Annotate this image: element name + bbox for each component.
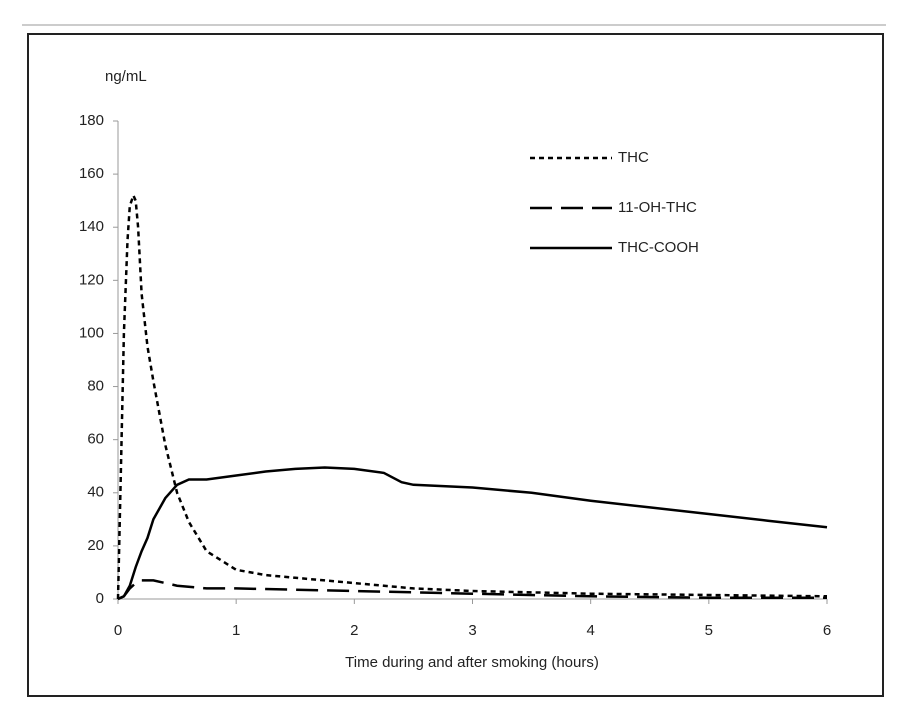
series-line <box>116 191 828 600</box>
y-tick-label: 20 <box>87 537 104 554</box>
y-tick-label: 140 <box>79 218 104 235</box>
y-tick-label: 100 <box>79 324 104 341</box>
x-tick-label: 4 <box>586 622 594 639</box>
y-tick-label: 120 <box>79 271 104 288</box>
legend-label: THC <box>618 149 649 166</box>
series-line <box>117 466 828 601</box>
y-axis-label: ng/mL <box>105 68 147 85</box>
x-tick-label: 0 <box>114 622 122 639</box>
y-tick-label: 160 <box>79 165 104 182</box>
series-line <box>117 579 827 601</box>
x-axis-label: Time during and after smoking (hours) <box>345 654 599 671</box>
frame <box>27 33 884 697</box>
y-tick-label: 40 <box>87 484 104 501</box>
y-tick-label: 180 <box>79 112 104 129</box>
x-tick-label: 2 <box>350 622 358 639</box>
y-tick-label: 0 <box>96 590 104 607</box>
x-tick-label: 6 <box>823 622 831 639</box>
legend-label: 11-OH-THC <box>618 199 697 216</box>
y-tick-label: 80 <box>87 378 104 395</box>
x-tick-label: 5 <box>705 622 713 639</box>
legend-label: THC-COOH <box>618 239 699 256</box>
y-tick-label: 60 <box>87 431 104 448</box>
x-tick-label: 1 <box>232 622 240 639</box>
x-tick-label: 3 <box>468 622 476 639</box>
